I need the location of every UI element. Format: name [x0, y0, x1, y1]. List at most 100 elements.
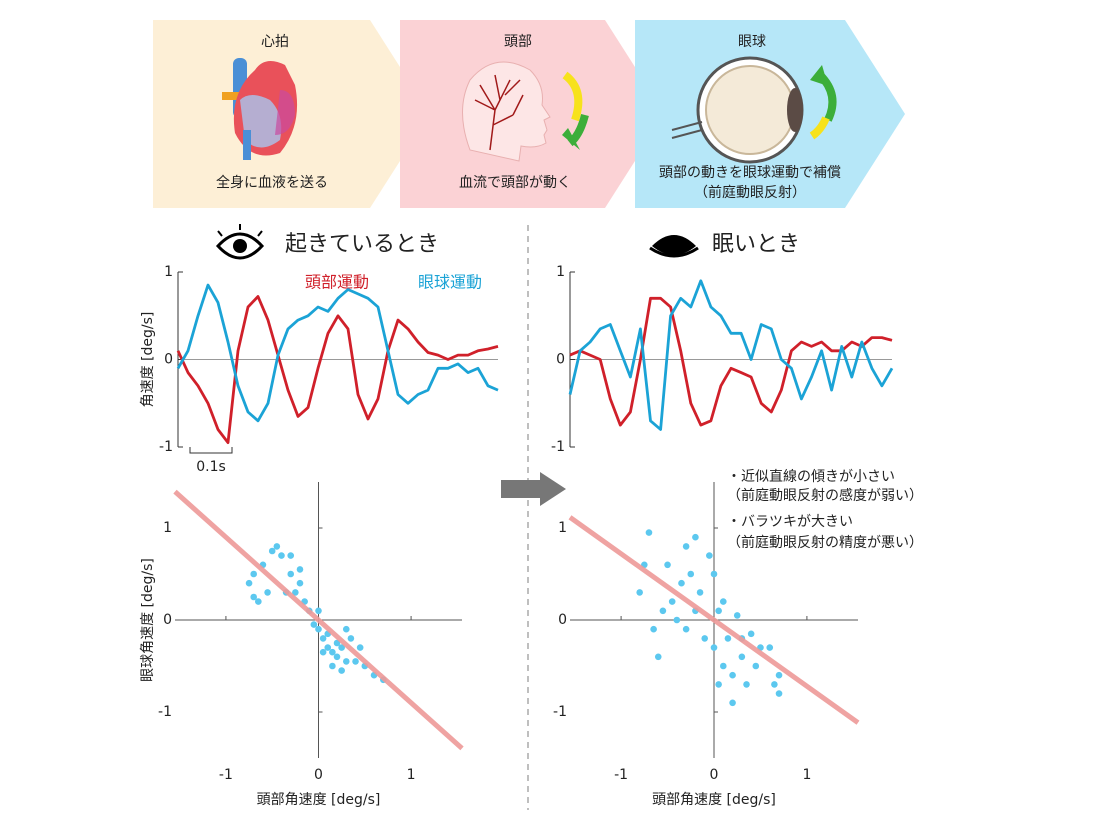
scale-bar — [189, 447, 233, 454]
point — [664, 561, 671, 569]
point — [356, 644, 364, 651]
point — [329, 662, 336, 670]
y-tick-label: 1 — [556, 264, 565, 280]
point — [752, 662, 760, 670]
annotation: ・近似直線の傾きが小さい — [727, 468, 895, 485]
point — [319, 635, 327, 642]
eyeball-icon — [671, 56, 837, 164]
point — [715, 607, 722, 615]
y-tick-label: 0 — [556, 352, 565, 368]
annotation: （前庭動眼反射の精度が悪い） — [727, 534, 923, 551]
point — [287, 570, 295, 578]
point — [710, 644, 718, 651]
point — [273, 543, 281, 550]
point — [329, 648, 336, 656]
step-title: 眼球 — [738, 34, 766, 50]
x-tick-label: 1 — [802, 767, 811, 783]
point — [719, 662, 727, 670]
point — [724, 635, 732, 642]
point — [338, 644, 345, 651]
condition-title: 眠いとき — [712, 232, 800, 257]
x-tick-label: -1 — [614, 767, 628, 783]
x-tick-label: 0 — [314, 767, 323, 783]
point — [278, 552, 285, 559]
point — [729, 671, 736, 679]
series-label: 頭部運動 — [305, 273, 369, 292]
point — [678, 579, 685, 587]
point — [733, 612, 741, 619]
point — [729, 699, 736, 707]
point — [264, 589, 271, 596]
point — [245, 579, 253, 587]
point — [682, 625, 690, 633]
point — [250, 570, 257, 578]
point — [250, 593, 257, 601]
step-caption: 血流で頭部が動く — [459, 175, 571, 191]
step-caption: （前庭動眼反射） — [694, 184, 806, 201]
x-axis-label: 頭部角速度 [deg/s] — [652, 792, 776, 808]
condition-title: 起きているとき — [285, 232, 439, 257]
point — [771, 681, 778, 688]
series-line — [569, 296, 893, 427]
point — [715, 681, 722, 688]
point — [701, 635, 709, 642]
point — [650, 625, 657, 633]
point — [654, 653, 662, 661]
point — [692, 533, 699, 541]
annotation: （前庭動眼反射の感度が弱い） — [727, 487, 923, 504]
scale-bar-label: 0.1s — [196, 459, 226, 475]
step-title: 心拍 — [261, 34, 289, 50]
y-tick-label: -1 — [553, 704, 567, 720]
x-axis-label: 頭部角速度 [deg/s] — [257, 792, 381, 808]
point — [296, 566, 304, 573]
y-tick-label: 0 — [164, 352, 173, 368]
point — [775, 671, 783, 679]
point — [696, 589, 704, 596]
point — [636, 589, 643, 596]
point — [352, 658, 359, 665]
series-label: 眼球運動 — [418, 273, 482, 292]
y-tick-label: -1 — [159, 439, 173, 455]
x-tick-label: -1 — [219, 767, 233, 783]
point — [310, 621, 318, 628]
point — [268, 547, 276, 555]
y-tick-label: 0 — [558, 612, 567, 628]
point — [687, 570, 695, 578]
x-tick-label: 0 — [710, 767, 719, 783]
point — [719, 598, 727, 605]
point — [710, 570, 718, 578]
y-tick-label: -1 — [551, 439, 565, 455]
y-tick-label: 1 — [558, 520, 567, 536]
point — [682, 543, 690, 550]
point — [315, 607, 322, 615]
step-caption: 頭部の動きを眼球運動で補償 — [659, 165, 841, 181]
point — [706, 552, 713, 559]
y-tick-label: 1 — [163, 520, 172, 536]
fit-line — [568, 515, 860, 725]
point — [255, 598, 262, 605]
point — [292, 589, 299, 596]
point — [668, 598, 676, 605]
awake-eye-icon — [215, 224, 265, 260]
point — [296, 579, 304, 587]
step-caption: 全身に血液を送る — [216, 174, 328, 191]
point — [659, 607, 667, 615]
fit-line — [173, 489, 464, 751]
y-tick-label: -1 — [158, 704, 172, 720]
annotation: ・バラツキが大きい — [727, 514, 853, 530]
point — [315, 625, 322, 633]
series-line — [176, 295, 499, 444]
y-tick-label: 0 — [163, 612, 172, 628]
sleepy-eye-icon — [649, 235, 699, 258]
head-icon — [462, 61, 589, 162]
point — [766, 644, 774, 651]
y-tick-label: 1 — [164, 264, 173, 280]
point — [747, 630, 755, 638]
point — [645, 529, 653, 536]
point — [324, 644, 332, 651]
point — [338, 667, 345, 674]
x-tick-label: 1 — [407, 767, 416, 783]
point — [342, 625, 350, 633]
point — [287, 552, 295, 559]
point — [342, 658, 350, 665]
